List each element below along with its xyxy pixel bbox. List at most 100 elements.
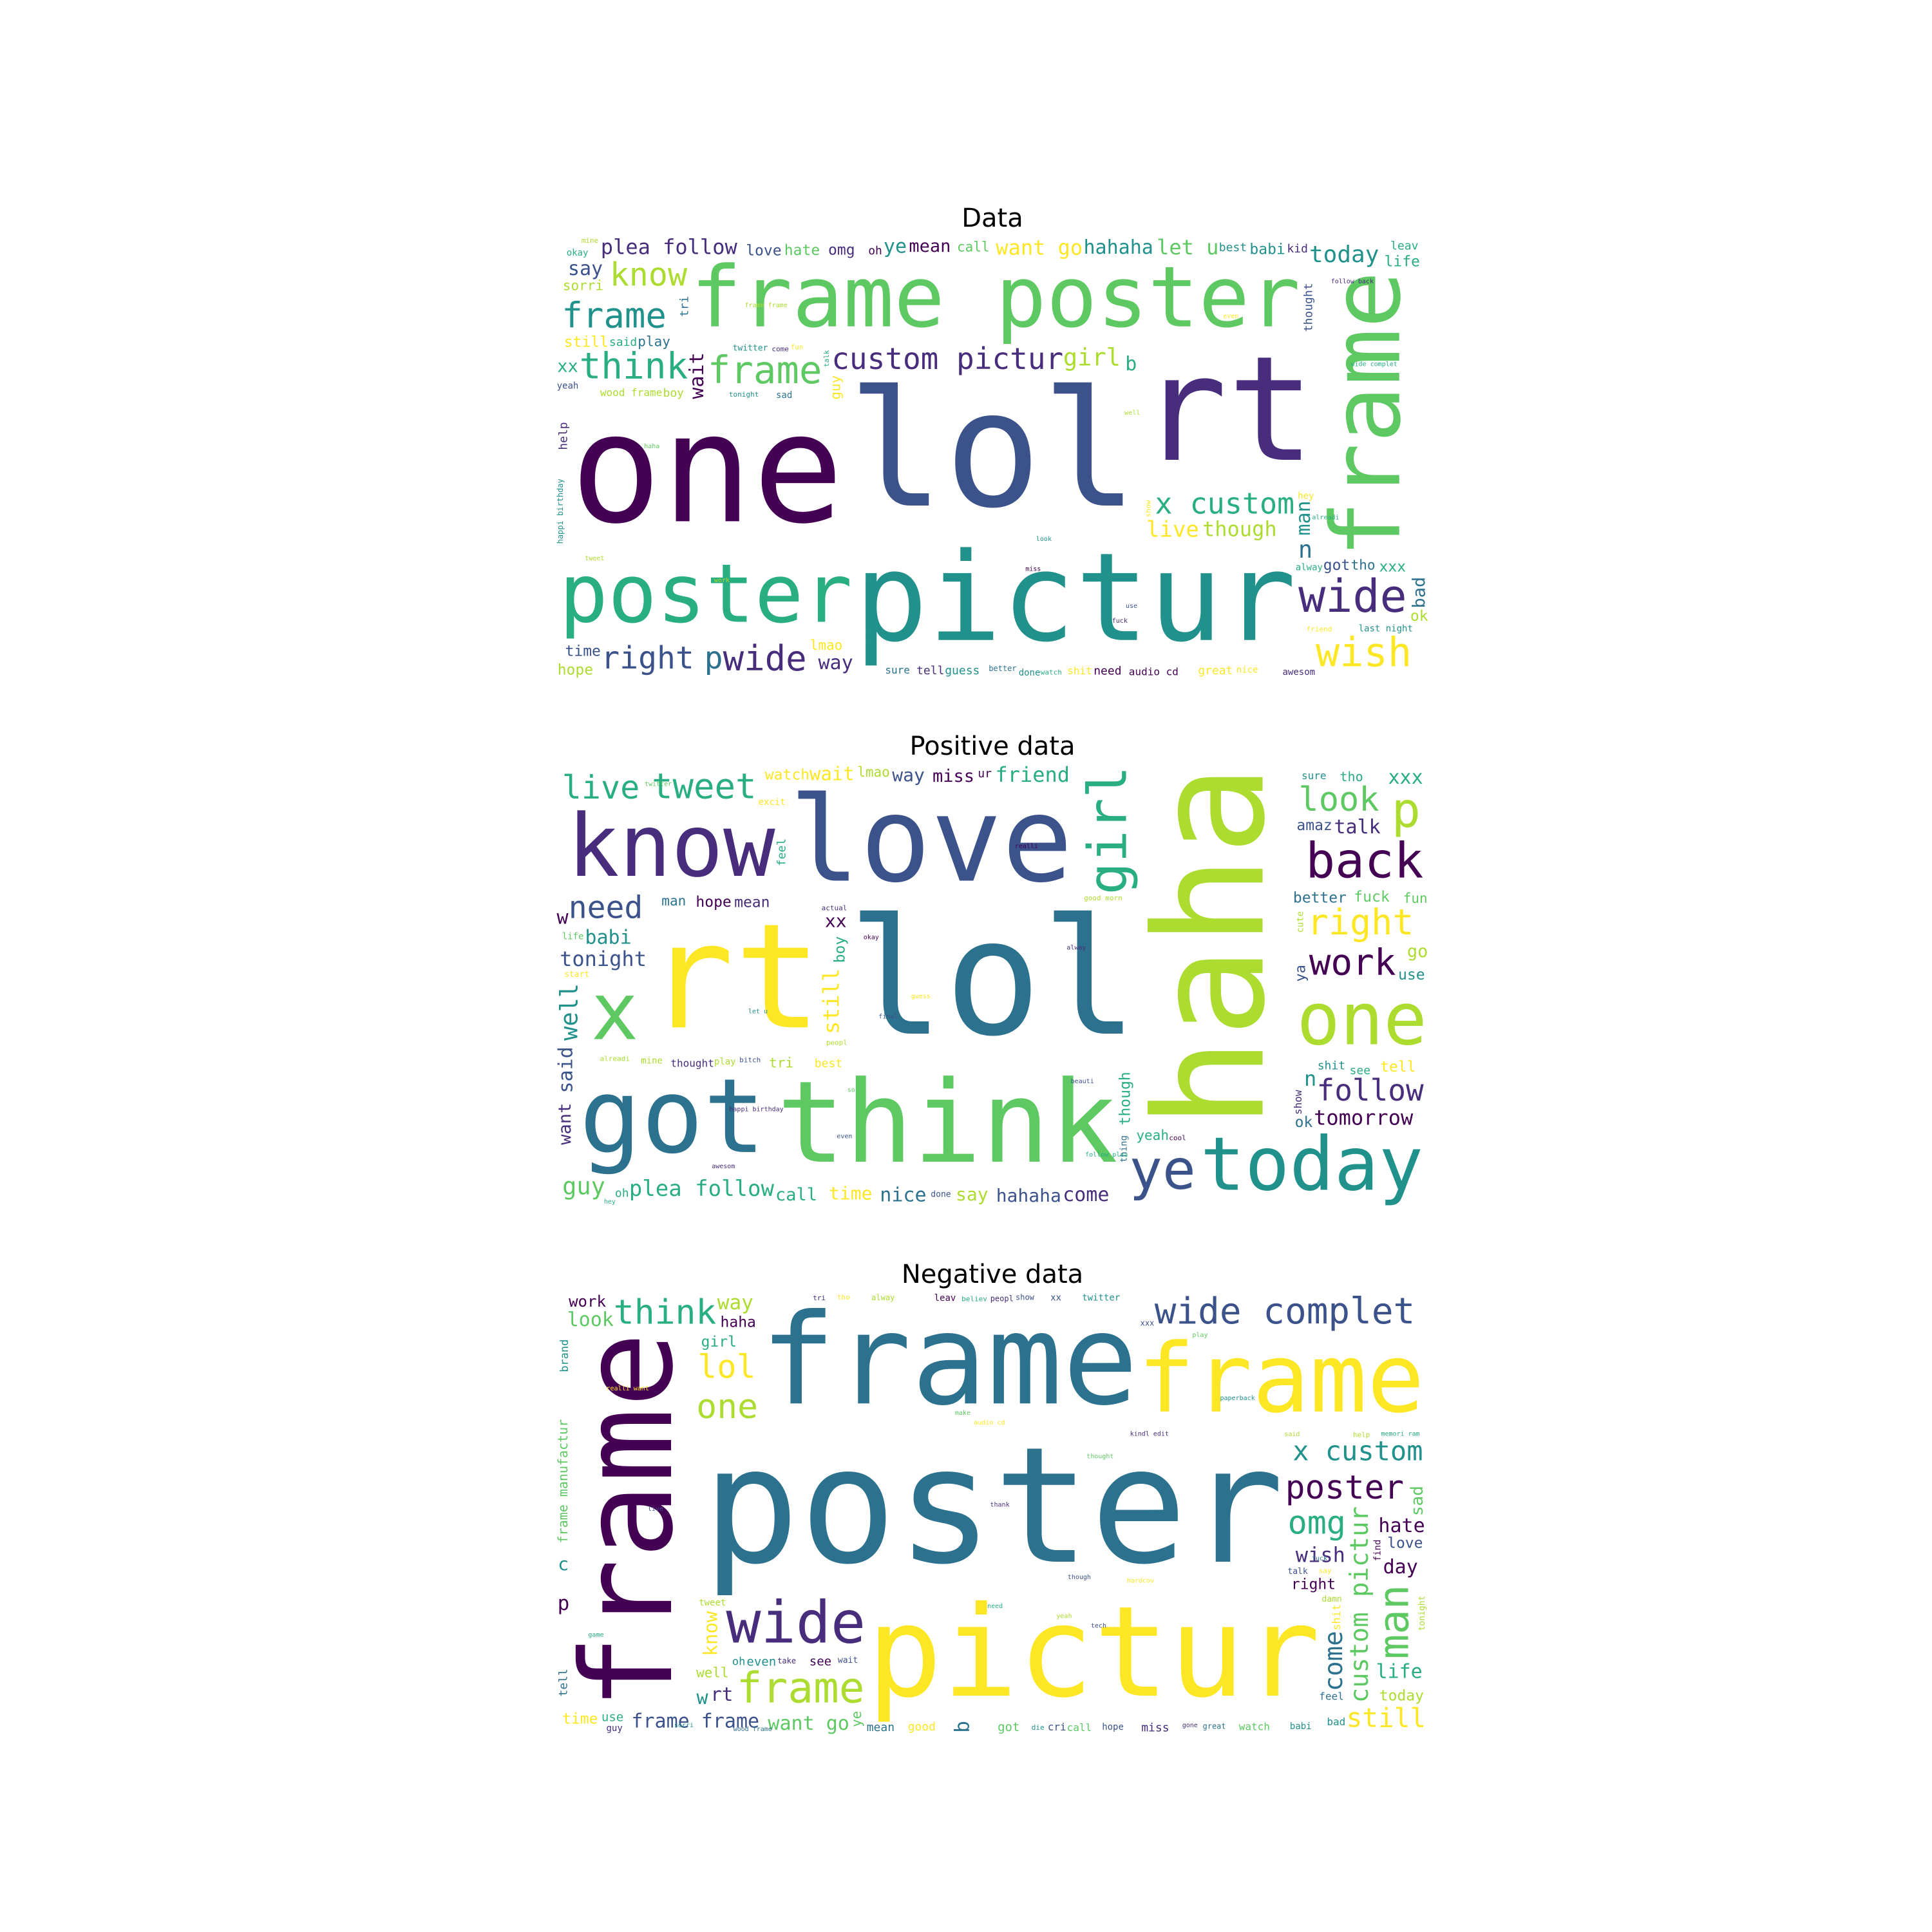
word-label: c xyxy=(558,1553,569,1575)
word-label: live xyxy=(562,769,639,806)
word-label: well xyxy=(1124,410,1140,417)
word-label: wide xyxy=(723,638,807,679)
word-label: wait xyxy=(686,352,708,399)
word-label: guy xyxy=(828,375,844,400)
word-label: wide complet xyxy=(1351,361,1397,368)
chart-title: Data xyxy=(961,204,1023,233)
word-label: watch xyxy=(1239,1721,1270,1733)
word-label: wait xyxy=(810,762,855,784)
word-label: shit xyxy=(1067,665,1092,677)
word-label: see xyxy=(810,1654,831,1669)
word-label: show xyxy=(1016,1293,1035,1302)
word-label: come xyxy=(1320,1631,1349,1691)
word-label: well xyxy=(555,983,583,1041)
word-label: tri xyxy=(813,1294,826,1302)
word-label: girl xyxy=(701,1334,737,1350)
word-label: ye xyxy=(1129,1138,1196,1202)
word-label: think xyxy=(580,346,688,388)
word-label: talk xyxy=(1287,1567,1307,1577)
word-label: ye xyxy=(884,236,907,258)
word-label: babi xyxy=(1290,1721,1312,1732)
word-label: life xyxy=(1385,254,1420,270)
word-label: sure xyxy=(1302,770,1327,782)
word-label: man xyxy=(661,893,686,909)
word-label: memori ram xyxy=(1381,1431,1420,1438)
word-label: haha xyxy=(1123,764,1299,1129)
word-label: life xyxy=(1376,1660,1423,1683)
word-label: still xyxy=(819,969,845,1034)
word-label: mine xyxy=(582,236,599,245)
word-label: better xyxy=(1293,889,1347,906)
word-label: right xyxy=(601,640,694,676)
word-label: sad xyxy=(776,390,792,401)
word-label: thought xyxy=(670,1057,714,1070)
word-label: wish xyxy=(1316,629,1412,676)
word-label: tweet xyxy=(652,766,757,807)
word-label: great xyxy=(1203,1722,1226,1731)
word-label: tri xyxy=(769,1056,793,1071)
word-label: today xyxy=(1309,242,1379,268)
word-label: hahaha xyxy=(996,1185,1061,1206)
word-label: frame xyxy=(760,1291,1138,1433)
word-label: audio cd xyxy=(1129,666,1179,678)
word-label: right xyxy=(1291,1577,1336,1593)
word-label: even xyxy=(746,1654,776,1669)
word-label: talk xyxy=(822,350,831,367)
word-label: one xyxy=(571,381,844,557)
word-label: ok xyxy=(1295,1114,1313,1131)
word-label: friend xyxy=(1307,625,1332,634)
word-label: xxx xyxy=(1379,559,1406,576)
word-label: use xyxy=(1398,967,1425,983)
word-label: omg xyxy=(1288,1504,1346,1541)
word-label: lol xyxy=(697,1348,755,1385)
word-label: feel xyxy=(1319,1690,1344,1702)
word-label: time xyxy=(565,643,601,659)
word-label: tonight xyxy=(729,390,759,399)
word-label: beauti xyxy=(1071,1078,1094,1085)
word-label: excit xyxy=(759,797,786,808)
word-label: call xyxy=(775,1185,817,1205)
word-label: even xyxy=(837,1133,852,1141)
word-label: ok xyxy=(1410,608,1428,625)
word-label: need xyxy=(1094,665,1121,678)
word-label: said xyxy=(1284,1431,1300,1438)
word-label: though xyxy=(1202,517,1277,542)
word-label: leav xyxy=(1390,240,1418,253)
word-label: rt xyxy=(1140,325,1315,495)
word-label: sorri xyxy=(674,1722,694,1729)
word-label: yeah xyxy=(1136,1128,1169,1143)
word-label: life xyxy=(562,932,584,942)
word-label: best xyxy=(1219,241,1247,254)
word-label: guess xyxy=(911,993,931,1000)
word-label: back xyxy=(1305,832,1423,889)
word-label: love xyxy=(789,772,1073,909)
word-label: better xyxy=(989,664,1016,673)
word-label: done xyxy=(1019,668,1041,678)
word-label: cool xyxy=(1169,1134,1186,1142)
word-label: need xyxy=(569,890,643,926)
word-label: wait xyxy=(838,1656,858,1665)
wordcloud-panel-data: Data lol one rt frame pictur frame poster cust… xyxy=(554,193,1431,683)
word-label: custom pictur xyxy=(831,341,1063,376)
word-label: thing xyxy=(1119,1135,1130,1162)
word-label: fun xyxy=(791,343,804,352)
word-label: good xyxy=(908,1720,936,1734)
word-label: paperback xyxy=(1220,1395,1255,1402)
word-label: say xyxy=(568,258,603,280)
word-label: nice xyxy=(1236,665,1258,676)
word-label: day xyxy=(1383,1556,1418,1578)
word-label: look xyxy=(1298,781,1379,819)
word-label: thank xyxy=(990,1502,1010,1509)
word-label: wood frame xyxy=(734,1726,772,1733)
word-label: babi xyxy=(1249,241,1285,258)
word-label: follow plea xyxy=(1085,1151,1128,1159)
word-label: babi xyxy=(585,927,631,949)
word-label: actual xyxy=(822,904,848,913)
word-label: want go xyxy=(768,1712,849,1735)
word-label: mean xyxy=(867,1721,895,1734)
word-label: awesom xyxy=(1283,667,1316,677)
word-label: haha xyxy=(721,1314,756,1331)
word-label: fuck xyxy=(1312,1555,1327,1562)
word-label: play xyxy=(638,334,670,349)
